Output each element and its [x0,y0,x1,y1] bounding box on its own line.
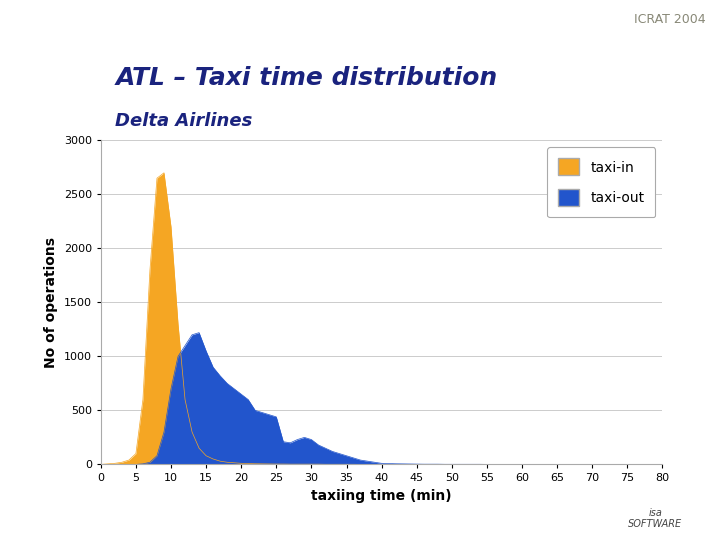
Legend: taxi-in, taxi-out: taxi-in, taxi-out [547,147,655,217]
Text: isa
SOFTWARE: isa SOFTWARE [628,508,683,529]
Text: ICRAT 2004: ICRAT 2004 [634,13,706,26]
Text: Delta Airlines: Delta Airlines [115,112,253,131]
Text: ATL – Taxi time distribution: ATL – Taxi time distribution [115,66,498,90]
Y-axis label: No of operations: No of operations [44,237,58,368]
X-axis label: taxiing time (min): taxiing time (min) [311,489,452,503]
